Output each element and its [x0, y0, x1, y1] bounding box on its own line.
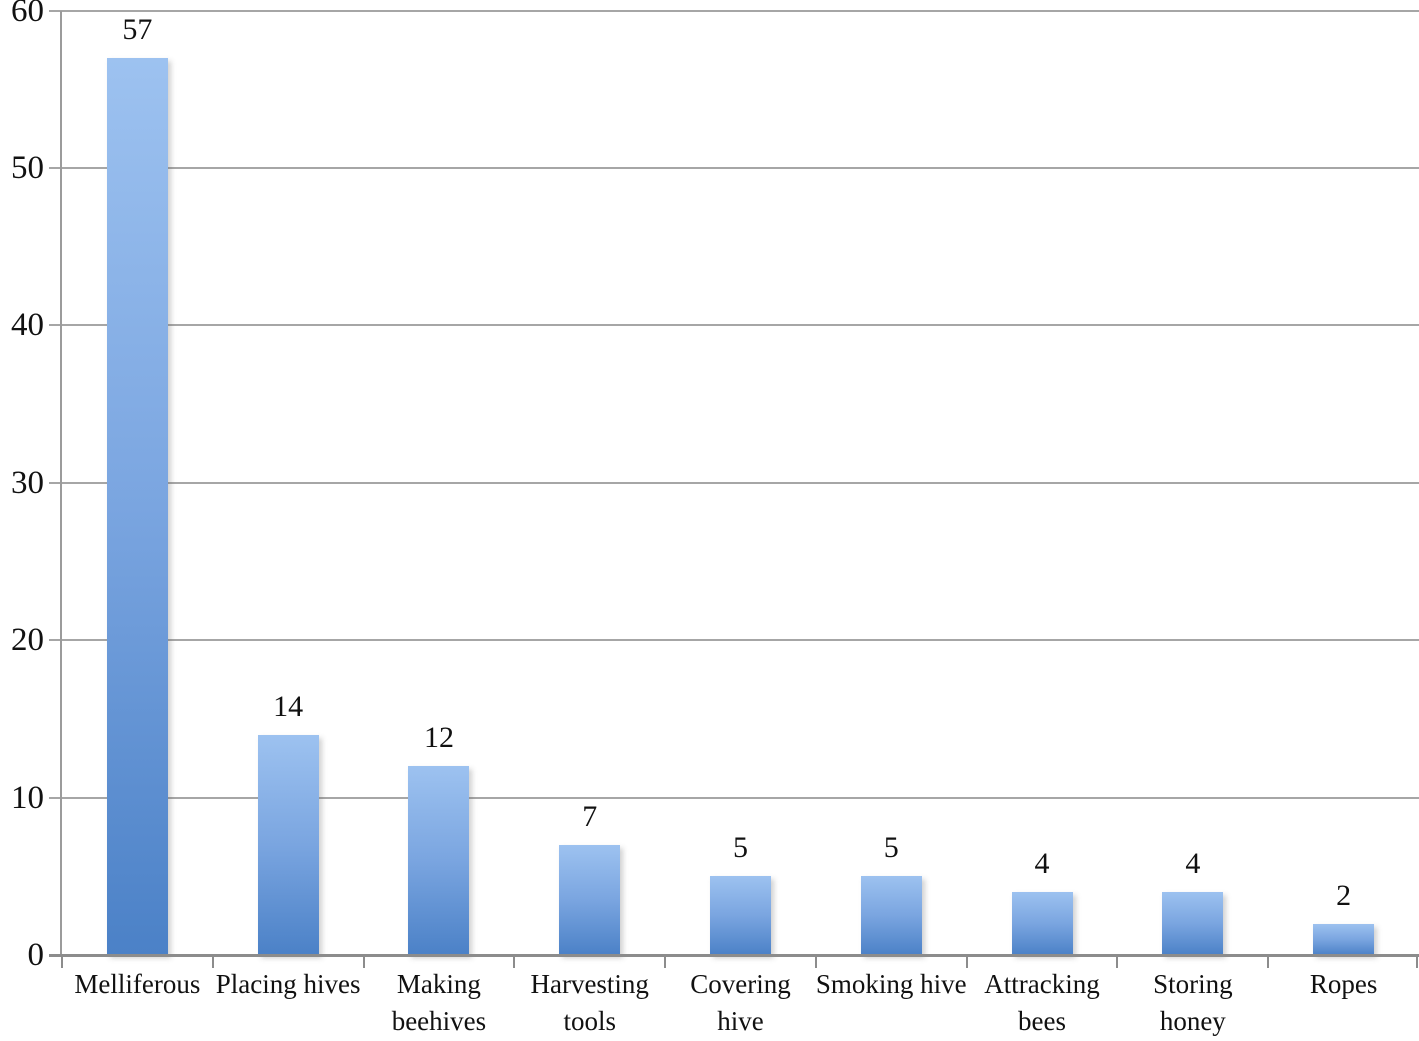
bar-8: [1313, 923, 1375, 955]
x-axis-tick-8: [1267, 956, 1270, 968]
y-tick-label-40: 40: [11, 307, 44, 344]
x-axis-tick-6: [965, 956, 968, 968]
bar-4: [710, 876, 771, 955]
x-category-label-0: Melliferous: [74, 969, 201, 999]
x-axis-tick-4: [664, 956, 667, 968]
x-axis-tick-2: [362, 956, 365, 968]
x-category-label-5: Smoking hive: [815, 969, 967, 999]
x-category-label-4: Covering hive: [690, 969, 791, 1036]
x-category-label-1: Placing hives: [215, 969, 361, 999]
x-category-label-7: Storing honey: [1153, 969, 1233, 1036]
bar-value-label-6: 4: [1034, 847, 1050, 881]
gridline-50: [49, 166, 1419, 169]
gridline-60: [49, 9, 1419, 12]
bar-7: [1162, 892, 1224, 955]
y-tick-label-10: 10: [11, 779, 44, 816]
bar-value-label-5: 5: [883, 831, 899, 865]
bar-value-label-7: 4: [1185, 847, 1201, 881]
bar-value-label-3: 7: [582, 799, 598, 833]
y-axis-line: [60, 10, 62, 957]
bar-3: [559, 844, 621, 955]
y-tick-label-50: 50: [11, 149, 44, 186]
bar-1: [257, 734, 319, 955]
x-axis-tick-9: [1416, 956, 1418, 968]
x-category-label-8: Ropes: [1309, 969, 1378, 999]
bar-value-label-2: 12: [423, 721, 454, 755]
y-tick-label-0: 0: [27, 937, 45, 973]
y-tick-label-30: 30: [11, 464, 44, 501]
bar-value-label-8: 2: [1336, 878, 1352, 912]
bar-5: [860, 876, 922, 955]
bar-0: [106, 57, 168, 955]
bar-value-label-0: 57: [122, 12, 153, 46]
gridline-10: [49, 796, 1419, 799]
x-axis-line: [49, 954, 1419, 957]
x-axis-tick-1: [211, 956, 214, 968]
x-category-label-2: Making beehives: [391, 969, 487, 1036]
gridline-30: [49, 481, 1419, 484]
y-tick-label-60: 60: [11, 0, 44, 29]
x-category-label-3: Harvesting tools: [530, 969, 649, 1036]
bar-6: [1011, 892, 1073, 955]
gridline-40: [49, 324, 1419, 327]
bar-2: [408, 766, 470, 955]
bar-value-label-4: 5: [733, 831, 748, 865]
x-category-label-6: Attracking bees: [984, 969, 1100, 1036]
gridline-20: [49, 639, 1419, 642]
x-axis-tick-7: [1116, 956, 1119, 968]
y-tick-label-20: 20: [11, 622, 44, 659]
x-axis-tick-3: [513, 956, 516, 968]
x-axis-tick-0: [61, 956, 63, 968]
bar-value-label-1: 14: [273, 689, 304, 723]
x-axis-tick-5: [814, 956, 817, 968]
